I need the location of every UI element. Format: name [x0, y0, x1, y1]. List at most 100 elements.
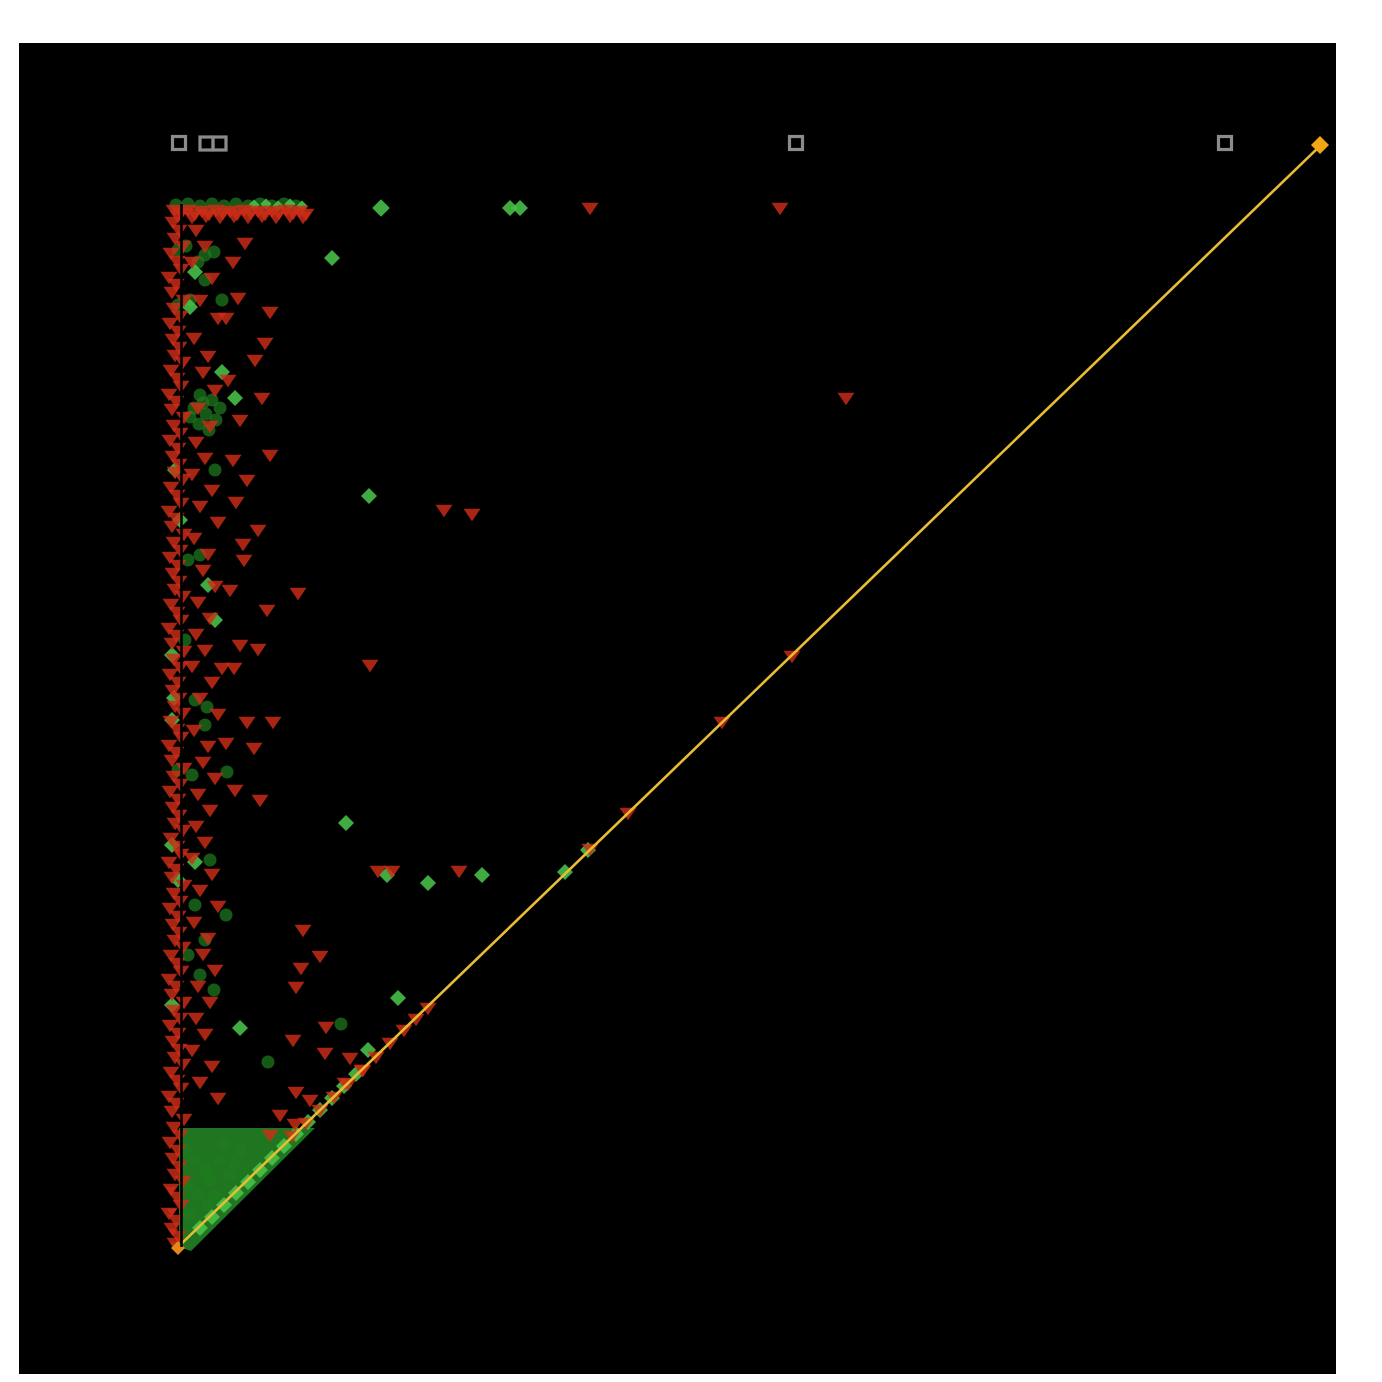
red-triangles-point — [271, 1109, 289, 1123]
red-triangles-point — [187, 436, 205, 450]
red-triangles-point — [187, 628, 205, 642]
red-triangles-point — [209, 900, 227, 914]
green-diamonds-point — [216, 1197, 232, 1213]
red-triangles-point — [837, 392, 855, 406]
red-triangles-point — [170, 458, 188, 472]
red-triangles-point — [287, 1086, 305, 1100]
green-circles-point — [219, 908, 233, 922]
green-circles-point — [181, 553, 195, 567]
red-triangles-point — [196, 240, 214, 254]
red-triangles-point — [164, 801, 182, 815]
green-diamonds-point — [232, 1020, 248, 1036]
red-triangles-point — [231, 639, 249, 653]
red-triangles-point — [201, 804, 219, 818]
red-triangles-point — [225, 210, 243, 224]
red-triangles-point — [165, 1186, 177, 1195]
red-triangles-point — [161, 1136, 179, 1150]
red-triangles-point — [171, 661, 189, 675]
red-triangles-point — [189, 596, 207, 610]
red-triangles-point — [235, 554, 253, 568]
red-triangles-point — [209, 1092, 227, 1106]
green-circles-point — [334, 1017, 348, 1031]
red-triangles-point — [316, 1047, 334, 1061]
red-triangles-point — [165, 302, 183, 316]
red-triangles-point — [165, 887, 183, 901]
red-triangles-point — [196, 452, 214, 466]
green-circles-point — [203, 853, 217, 867]
red-triangles-point — [165, 770, 183, 784]
red-triangles-point — [301, 1094, 319, 1108]
red-triangles-point — [170, 575, 188, 589]
red-triangles-point — [161, 785, 179, 799]
red-triangles-point — [171, 895, 189, 909]
red-triangles-point — [435, 504, 453, 518]
green-circles-point — [188, 898, 202, 912]
red-triangles-point — [166, 466, 184, 480]
red-triangles-point — [203, 868, 221, 882]
red-triangles-point — [170, 224, 188, 238]
red-triangles-point — [183, 660, 201, 674]
green-circles-point — [193, 968, 207, 982]
red-triangles-point — [281, 210, 299, 224]
red-triangles-point — [162, 481, 180, 495]
red-triangles-point — [229, 292, 247, 306]
red-triangles-point — [311, 950, 329, 964]
green-circles-point — [198, 1163, 212, 1177]
green-diamonds-point — [361, 488, 377, 504]
red-triangles-point — [203, 484, 221, 498]
red-triangles-point — [227, 496, 245, 510]
red-triangles-point — [160, 622, 178, 636]
red-triangles-point — [189, 402, 207, 416]
red-triangles-point — [261, 449, 279, 463]
red-triangles-point — [187, 820, 205, 834]
red-triangles-point — [174, 941, 192, 955]
green-circles-point — [188, 1153, 202, 1167]
red-triangles-point — [369, 865, 387, 879]
red-triangles-point — [183, 852, 201, 866]
red-triangles-point — [771, 202, 789, 216]
red-triangles-point — [783, 650, 801, 664]
red-triangles-point — [267, 211, 285, 225]
red-triangles-point — [450, 865, 468, 879]
red-triangles-point — [174, 1175, 192, 1189]
red-triangles-point — [209, 708, 227, 722]
red-triangles-point — [160, 739, 178, 753]
green-diamonds-point — [474, 867, 490, 883]
green-circles-point — [208, 463, 222, 477]
red-triangles-point — [174, 240, 192, 254]
red-triangles-point — [162, 364, 180, 378]
red-triangles-point — [287, 981, 305, 995]
red-triangles-point — [187, 224, 205, 238]
red-triangles-point — [165, 653, 183, 667]
red-triangles-point — [164, 918, 182, 932]
red-triangles-point — [170, 692, 188, 706]
red-triangles-point — [407, 1013, 425, 1027]
red-triangles-point — [160, 1090, 178, 1104]
red-triangles-point — [163, 1105, 181, 1119]
red-triangles-point — [163, 988, 181, 1002]
red-triangles-point — [161, 551, 179, 565]
red-triangles-point — [256, 337, 274, 351]
red-triangles-point — [234, 538, 252, 552]
red-triangles-point — [174, 473, 192, 487]
green-diamonds-point — [252, 1162, 268, 1178]
green-circles-point — [200, 700, 214, 714]
red-triangles-point — [161, 902, 179, 916]
grey-open-squares-point — [1216, 134, 1234, 152]
red-triangles-point — [160, 505, 178, 519]
red-triangles-point — [341, 1052, 359, 1066]
red-triangles-point — [160, 388, 178, 402]
green-diamonds-point — [324, 250, 340, 266]
red-triangles-point — [164, 450, 182, 464]
red-triangles-point — [219, 374, 237, 388]
red-triangles-point — [199, 548, 217, 562]
red-triangles-point — [162, 1066, 180, 1080]
red-triangles-point — [211, 211, 229, 225]
green-circles-point — [261, 1055, 275, 1069]
green-diamonds-point — [372, 199, 390, 217]
red-triangles-point — [165, 1004, 183, 1018]
red-triangles-point — [165, 419, 183, 433]
red-triangles-point — [170, 1160, 188, 1174]
green-diamonds-point — [502, 200, 518, 216]
